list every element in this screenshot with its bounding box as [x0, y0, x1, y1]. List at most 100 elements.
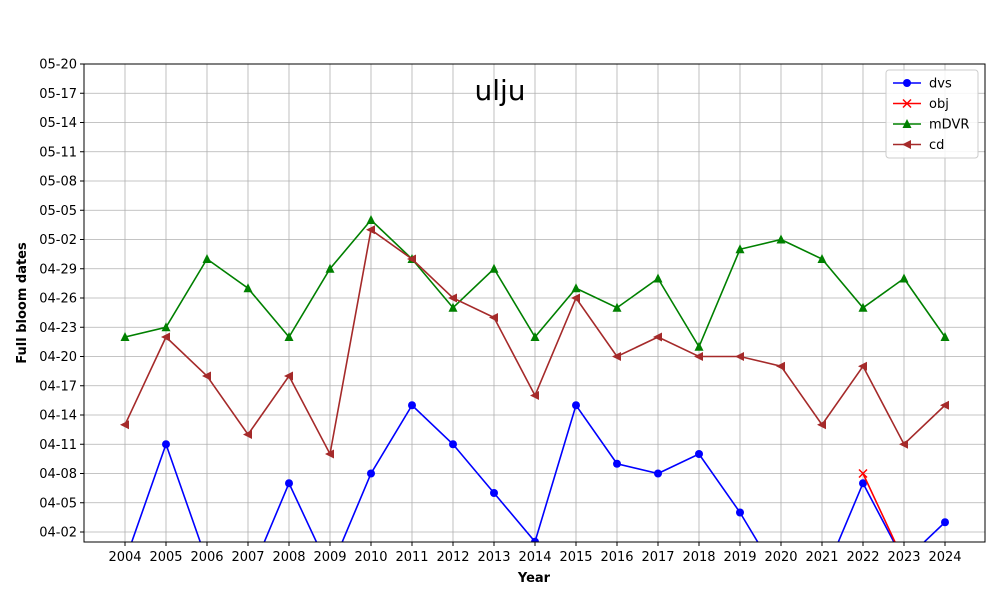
x-tick-label: 2016 [600, 550, 633, 565]
y-tick-label: 04-08 [39, 467, 77, 482]
data-point-mdvr [653, 273, 663, 283]
data-point-cd [284, 371, 293, 381]
series-mdvr [120, 215, 950, 351]
data-point-cd [407, 254, 416, 264]
x-tick-label: 2009 [313, 550, 346, 565]
x-axis: 2004 2005 2006 2007 2008 2009 2010 2011 2012 2013… [108, 542, 962, 565]
y-axis: 04-02 04-05 04-08 04-11 04-14 04-17 04-20 04-23… [39, 58, 84, 541]
y-tick-label: 04-05 [39, 496, 77, 511]
data-point-cd [735, 352, 744, 361]
data-point-dvs [449, 440, 457, 449]
legend-box [885, 69, 979, 159]
x-tick-label: 2021 [805, 550, 838, 565]
legend-marker [902, 140, 911, 149]
data-point-dvs [941, 518, 949, 527]
data-point-cd [776, 361, 785, 371]
y-tick-label: 05-11 [39, 145, 77, 160]
data-point-cd [489, 313, 498, 322]
data-point-cd [120, 420, 129, 430]
legend-label: cd [929, 138, 944, 153]
y-tick-label: 04-17 [39, 379, 77, 394]
data-point-dvs [367, 469, 375, 478]
data-point-dvs [162, 440, 170, 449]
data-point-cd [899, 439, 908, 449]
y-tick-label: 04-23 [39, 321, 77, 336]
legend-item-cd: cd [893, 138, 944, 153]
x-tick-label: 2006 [190, 550, 223, 565]
chart-title: ulju [474, 74, 525, 107]
data-point-cd [817, 420, 826, 430]
x-tick-label: 2018 [682, 550, 715, 565]
x-tick-label: 2011 [395, 550, 428, 565]
data-point-obj [858, 468, 868, 479]
data-point-cd [571, 293, 580, 303]
y-axis-title: Full bloom dates [15, 242, 30, 364]
grid-lines [84, 63, 985, 542]
data-point-mdvr [284, 332, 294, 341]
data-point-cd [325, 449, 334, 459]
x-tick-label: 2022 [846, 550, 879, 565]
data-point-mdvr [530, 332, 540, 341]
legend-marker [903, 79, 911, 87]
legend-marker [902, 119, 912, 128]
data-point-mdvr [489, 263, 499, 273]
data-point-mdvr [694, 341, 704, 351]
data-point-dvs [408, 401, 416, 410]
data-point-mdvr [940, 332, 950, 341]
data-point-mdvr [817, 254, 827, 263]
x-tick-label: 2010 [354, 550, 387, 565]
series-obj [858, 468, 896, 542]
legend-item-obj: obj [893, 97, 949, 112]
legend-label: dvs [929, 77, 952, 92]
y-tick-label: 04-14 [39, 409, 77, 424]
x-axis-title: Year [517, 571, 551, 586]
data-point-cd [366, 225, 375, 235]
data-point-cd [161, 332, 170, 342]
legend-label: obj [929, 97, 949, 112]
legend: dvs obj mDVR cd [885, 69, 979, 159]
data-point-mdvr [325, 263, 335, 273]
data-point-cd [694, 352, 703, 361]
legend-item-dvs: dvs [893, 77, 952, 92]
y-tick-label: 04-20 [39, 350, 77, 365]
y-tick-label: 05-14 [39, 116, 77, 131]
x-tick-label: 2014 [518, 550, 551, 565]
x-tick-label: 2020 [764, 550, 797, 565]
x-tick-label: 2017 [641, 550, 674, 565]
data-point-mdvr [571, 283, 581, 293]
y-tick-label: 05-02 [39, 233, 77, 248]
data-point-mdvr [202, 254, 212, 263]
data-point-dvs [613, 459, 621, 468]
y-tick-label: 04-02 [39, 526, 77, 541]
y-tick-label: 04-26 [39, 292, 77, 307]
data-point-dvs [572, 401, 580, 410]
x-tick-label: 2012 [436, 550, 469, 565]
data-point-cd [530, 391, 539, 400]
x-tick-label: 2008 [272, 550, 305, 565]
data-point-mdvr [858, 302, 868, 312]
data-point-cd [202, 371, 211, 381]
x-tick-label: 2013 [477, 550, 510, 565]
legend-label: mDVR [929, 118, 969, 133]
data-point-cd [243, 430, 252, 439]
data-point-dvs [285, 479, 293, 488]
y-tick-label: 05-08 [39, 175, 77, 190]
data-point-cd [448, 293, 457, 303]
data-point-mdvr [448, 302, 458, 312]
y-tick-label: 05-20 [39, 58, 77, 73]
data-point-dvs [654, 469, 662, 478]
series-line-obj [862, 473, 896, 542]
x-tick-label: 2024 [928, 550, 961, 565]
data-point-mdvr [243, 283, 253, 293]
series-cd [120, 225, 949, 459]
data-point-dvs [736, 508, 744, 517]
data-point-dvs [859, 479, 867, 488]
data-point-mdvr [612, 302, 622, 312]
data-point-cd [858, 361, 867, 371]
x-tick-label: 2015 [559, 550, 592, 565]
x-tick-label: 2004 [108, 550, 141, 565]
data-point-mdvr [120, 332, 130, 341]
x-tick-label: 2023 [887, 550, 920, 565]
data-point-cd [653, 332, 662, 342]
data-point-cd [940, 400, 949, 410]
